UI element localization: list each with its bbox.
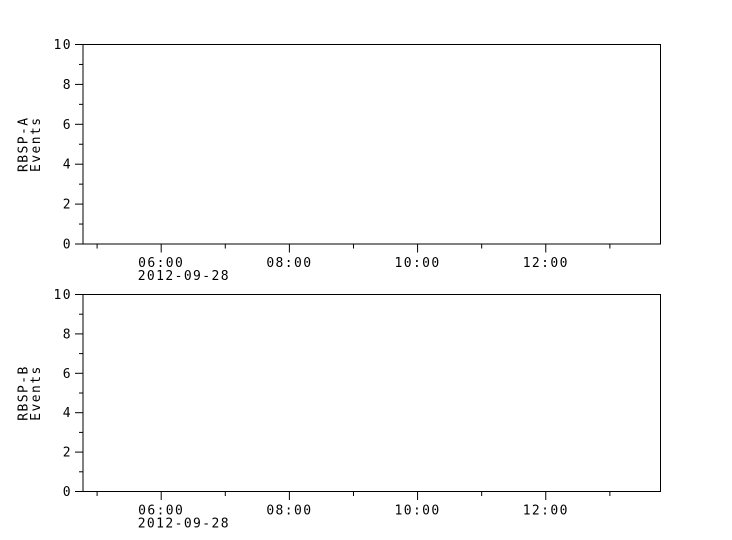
y-tick-label: 6 bbox=[63, 367, 72, 382]
y-tick-label: 6 bbox=[63, 118, 72, 133]
y-axis-label-line1: RBSP-A bbox=[17, 117, 32, 172]
x-date-label: 2012-09-28 bbox=[138, 269, 230, 284]
y-tick-label: 2 bbox=[63, 198, 72, 213]
x-tick-label: 08:00 bbox=[266, 504, 312, 519]
y-tick-label: 4 bbox=[63, 158, 72, 173]
y-axis-label-line2: Events bbox=[29, 117, 44, 172]
y-axis-label-line2: Events bbox=[29, 365, 44, 420]
y-tick-label: 4 bbox=[63, 406, 72, 421]
plot-frame-bottom bbox=[82, 294, 661, 492]
x-tick-label: 08:00 bbox=[266, 256, 312, 271]
x-tick-label: 12:00 bbox=[523, 504, 569, 519]
y-tick-label: 10 bbox=[54, 38, 72, 53]
plot-frame-top bbox=[82, 44, 661, 245]
x-tick-label: 06:00 bbox=[138, 504, 184, 519]
y-axis-label-line1: RBSP-B bbox=[17, 365, 32, 420]
y-tick-label: 0 bbox=[63, 485, 72, 500]
y-tick-label: 0 bbox=[63, 238, 72, 253]
x-tick-label: 10:00 bbox=[395, 256, 441, 271]
y-tick-label: 2 bbox=[63, 446, 72, 461]
x-tick-label: 12:00 bbox=[523, 256, 569, 271]
x-date-label: 2012-09-28 bbox=[138, 517, 230, 532]
x-tick-label: 10:00 bbox=[395, 504, 441, 519]
x-tick-label: 06:00 bbox=[138, 256, 184, 271]
y-tick-label: 10 bbox=[54, 288, 72, 303]
y-tick-label: 8 bbox=[63, 327, 72, 342]
y-tick-label: 8 bbox=[63, 78, 72, 93]
